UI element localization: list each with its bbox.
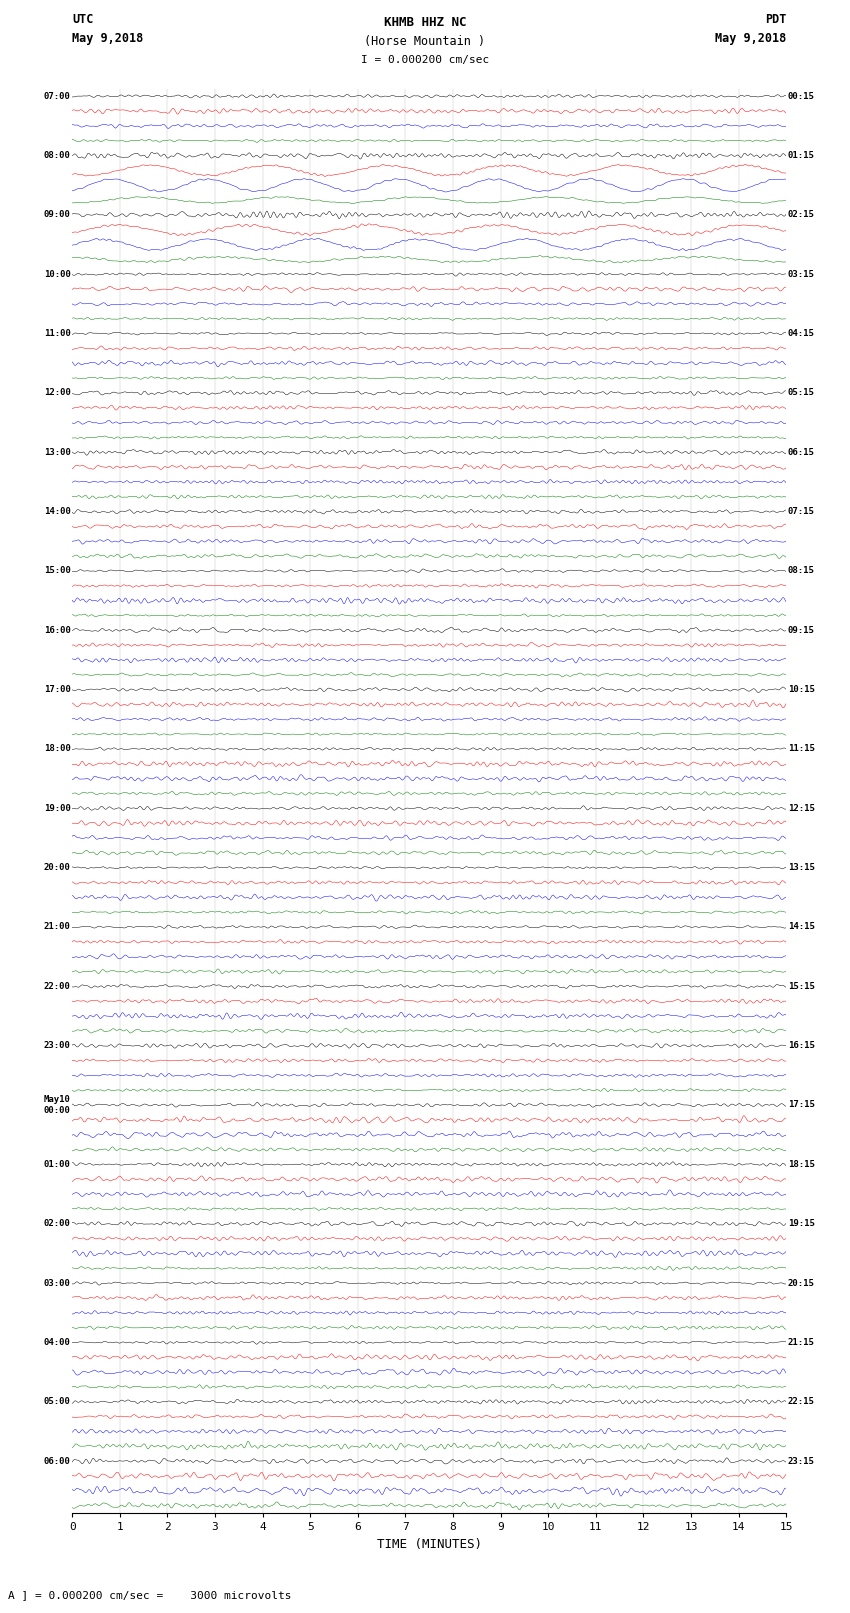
Text: 23:15: 23:15 (788, 1457, 814, 1466)
Text: 08:00: 08:00 (44, 152, 71, 160)
Text: (Horse Mountain ): (Horse Mountain ) (365, 35, 485, 48)
Text: 18:15: 18:15 (788, 1160, 814, 1169)
Text: 17:00: 17:00 (44, 686, 71, 694)
Text: 09:00: 09:00 (44, 210, 71, 219)
Text: 12:15: 12:15 (788, 803, 814, 813)
Text: 00:15: 00:15 (788, 92, 814, 100)
Text: 05:00: 05:00 (44, 1397, 71, 1407)
Text: UTC: UTC (72, 13, 94, 26)
Text: 03:00: 03:00 (44, 1279, 71, 1287)
Text: 20:00: 20:00 (44, 863, 71, 873)
X-axis label: TIME (MINUTES): TIME (MINUTES) (377, 1537, 482, 1550)
Text: 15:00: 15:00 (44, 566, 71, 576)
Text: PDT: PDT (765, 13, 786, 26)
Text: 14:15: 14:15 (788, 923, 814, 931)
Text: 09:15: 09:15 (788, 626, 814, 636)
Text: 21:15: 21:15 (788, 1337, 814, 1347)
Text: A ] = 0.000200 cm/sec =    3000 microvolts: A ] = 0.000200 cm/sec = 3000 microvolts (8, 1590, 292, 1600)
Text: 12:00: 12:00 (44, 389, 71, 397)
Text: 01:15: 01:15 (788, 152, 814, 160)
Text: May 9,2018: May 9,2018 (72, 32, 144, 45)
Text: KHMB HHZ NC: KHMB HHZ NC (383, 16, 467, 29)
Text: 19:00: 19:00 (44, 803, 71, 813)
Text: 06:00: 06:00 (44, 1457, 71, 1466)
Text: May10
00:00: May10 00:00 (44, 1095, 71, 1115)
Text: 17:15: 17:15 (788, 1100, 814, 1110)
Text: 07:00: 07:00 (44, 92, 71, 100)
Text: 22:00: 22:00 (44, 982, 71, 990)
Text: 16:00: 16:00 (44, 626, 71, 636)
Text: 04:15: 04:15 (788, 329, 814, 339)
Text: 01:00: 01:00 (44, 1160, 71, 1169)
Text: 13:00: 13:00 (44, 448, 71, 456)
Text: 02:15: 02:15 (788, 210, 814, 219)
Text: 10:00: 10:00 (44, 269, 71, 279)
Text: May 9,2018: May 9,2018 (715, 32, 786, 45)
Text: 10:15: 10:15 (788, 686, 814, 694)
Text: 11:00: 11:00 (44, 329, 71, 339)
Text: 14:00: 14:00 (44, 506, 71, 516)
Text: 04:00: 04:00 (44, 1337, 71, 1347)
Text: 18:00: 18:00 (44, 745, 71, 753)
Text: 13:15: 13:15 (788, 863, 814, 873)
Text: 21:00: 21:00 (44, 923, 71, 931)
Text: 22:15: 22:15 (788, 1397, 814, 1407)
Text: 16:15: 16:15 (788, 1040, 814, 1050)
Text: 20:15: 20:15 (788, 1279, 814, 1287)
Text: 08:15: 08:15 (788, 566, 814, 576)
Text: 02:00: 02:00 (44, 1219, 71, 1227)
Text: 03:15: 03:15 (788, 269, 814, 279)
Text: 11:15: 11:15 (788, 745, 814, 753)
Text: 07:15: 07:15 (788, 506, 814, 516)
Text: 19:15: 19:15 (788, 1219, 814, 1227)
Text: I = 0.000200 cm/sec: I = 0.000200 cm/sec (361, 55, 489, 65)
Text: 05:15: 05:15 (788, 389, 814, 397)
Text: 15:15: 15:15 (788, 982, 814, 990)
Text: 23:00: 23:00 (44, 1040, 71, 1050)
Text: 06:15: 06:15 (788, 448, 814, 456)
